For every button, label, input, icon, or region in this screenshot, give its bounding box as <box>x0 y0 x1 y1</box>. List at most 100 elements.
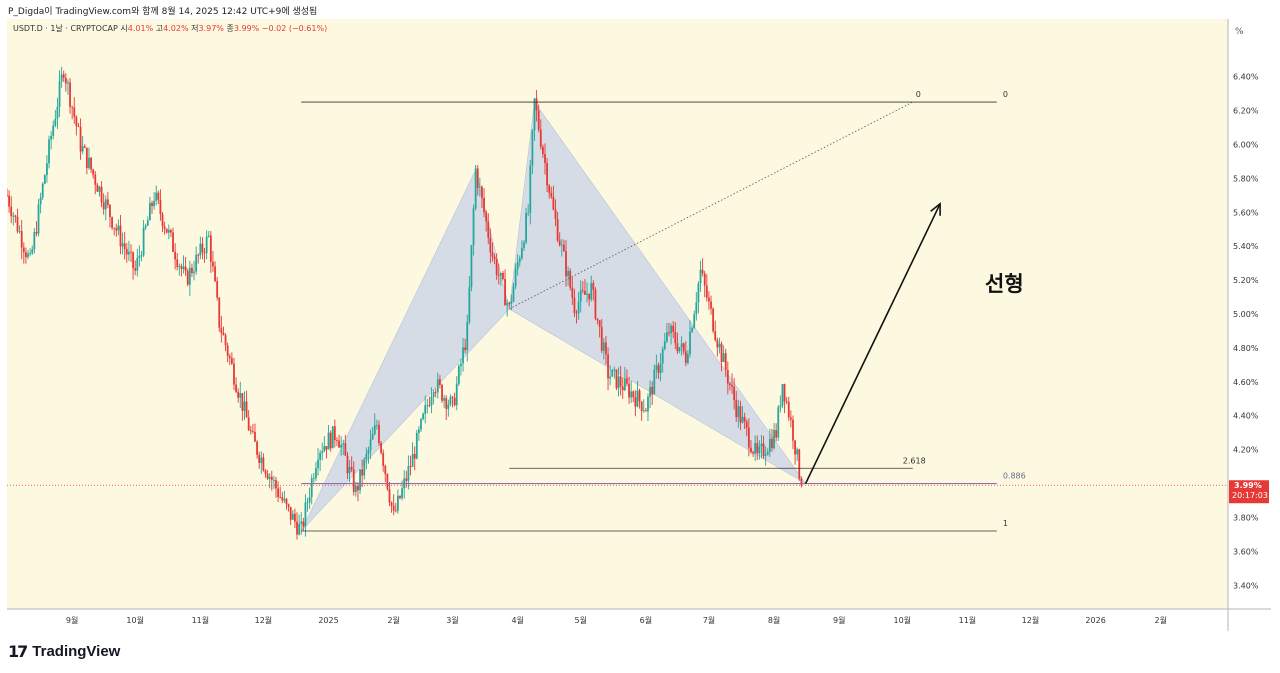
candle-body-104 <box>224 334 227 346</box>
x-tick-12: 9월 <box>833 615 845 625</box>
candle-body-343 <box>726 369 729 384</box>
candle-body-160 <box>342 443 345 445</box>
candle-body-193 <box>411 453 414 467</box>
fib-levels[interactable]: 0 0 0.886 1 2.618 <box>7 90 1228 532</box>
candle-body-124 <box>266 473 269 479</box>
candle-body-49 <box>109 204 111 218</box>
candle-body-172 <box>367 450 370 454</box>
candle-body-5 <box>16 216 19 232</box>
candle-body-370 <box>783 384 786 402</box>
candle-body-51 <box>113 227 116 229</box>
candle-body-22 <box>52 125 55 137</box>
candle-body-330 <box>699 269 702 284</box>
candle-body-291 <box>617 376 620 389</box>
candle-body-277 <box>588 293 591 300</box>
candle-body-249 <box>529 165 532 213</box>
candle-body-132 <box>283 499 286 501</box>
candle-body-256 <box>544 154 546 164</box>
candle-body-354 <box>750 447 752 453</box>
candle-body-284 <box>602 342 605 351</box>
candle-body-23 <box>54 118 57 126</box>
candle-body-60 <box>132 252 134 269</box>
candle-body-317 <box>672 325 675 332</box>
y-tick-2: 6.00% <box>1233 140 1259 149</box>
price-chart[interactable]: 0 0 0.886 1 2.618 9월 10월 11월 12월 2025 2월 3월 4월 5월 6월 7… <box>7 19 1271 631</box>
candle-body-300 <box>636 390 639 407</box>
candle-body-4 <box>14 215 17 217</box>
legend-symbol[interactable]: USDT.D · 1날 · CRYPTOCAP <box>13 24 118 33</box>
candle-body-214 <box>455 383 458 406</box>
candle-body-357 <box>756 443 759 454</box>
candle-body-180 <box>384 465 387 475</box>
candle-body-24 <box>56 106 59 119</box>
candle-body-67 <box>146 220 149 226</box>
candle-body-158 <box>338 440 340 448</box>
price-tag-box <box>1229 480 1269 504</box>
candle-body-100 <box>216 281 219 298</box>
chart-legend: USDT.D · 1날 · CRYPTOCAP 시4.01% 고4.02% 저3… <box>13 23 327 34</box>
candle-body-337 <box>714 331 717 341</box>
candle-body-177 <box>378 424 380 444</box>
legend-open-label: 시 <box>120 24 128 33</box>
candle-body-237 <box>504 278 506 306</box>
candle-body-339 <box>718 343 721 348</box>
candle-body-369 <box>781 384 784 406</box>
candle-body-362 <box>766 451 769 455</box>
candle-body-182 <box>388 489 391 503</box>
candle-body-33 <box>75 116 78 127</box>
candle-body-111 <box>239 393 242 398</box>
candle-body-167 <box>357 485 359 491</box>
candle-body-147 <box>315 468 317 479</box>
candle-body-208 <box>443 398 446 401</box>
candle-body-2 <box>10 206 13 217</box>
candle-body-150 <box>321 451 324 453</box>
candle-body-79 <box>172 232 174 252</box>
candle-body-361 <box>764 454 767 456</box>
candle-body-184 <box>392 505 395 511</box>
candle-body-260 <box>552 196 555 210</box>
x-tick-11: 8월 <box>768 615 780 625</box>
chart-area[interactable]: 0 0 0.886 1 2.618 9월 10월 11월 12월 2025 2월 3월 4월 5월 6월 7… <box>7 19 1271 631</box>
candle-body-218 <box>464 347 467 351</box>
candle-body-201 <box>428 405 431 407</box>
candle-body-335 <box>710 301 712 309</box>
candle-body-181 <box>386 474 389 490</box>
candle-body-378 <box>800 478 803 486</box>
candle-body-109 <box>235 384 237 392</box>
candle-body-268 <box>569 270 572 288</box>
candle-body-344 <box>729 383 731 385</box>
tradingview-logo[interactable]: 17 TradingView <box>8 642 120 661</box>
annotation-label[interactable]: 선형 <box>985 272 1024 296</box>
candle-body-254 <box>539 129 542 147</box>
x-tick-14: 11월 <box>959 615 977 625</box>
candle-body-115 <box>247 417 250 431</box>
y-tick-8: 4.80% <box>1233 344 1259 353</box>
legend-high-label: 고 <box>155 24 164 33</box>
candle-body-163 <box>348 466 351 474</box>
candle-body-358 <box>758 446 761 454</box>
candle-body-142 <box>304 502 307 527</box>
candle-body-316 <box>670 325 672 334</box>
x-tick-15: 12월 <box>1022 615 1040 625</box>
candle-body-321 <box>680 343 683 348</box>
candle-body-176 <box>375 424 378 426</box>
candle-body-340 <box>720 343 723 362</box>
candle-body-140 <box>300 521 303 524</box>
candle-body-213 <box>453 397 456 406</box>
candle-body-75 <box>163 226 166 229</box>
candle-body-248 <box>527 212 530 214</box>
harmonic-pattern[interactable] <box>300 101 806 532</box>
candle-body-267 <box>567 270 570 277</box>
price-tag: 3.99% 20:17:03 <box>1229 480 1269 504</box>
candle-body-94 <box>203 252 206 254</box>
scale-label[interactable]: % <box>1235 27 1244 37</box>
y-tick-7: 5.00% <box>1233 310 1259 319</box>
x-tick-6: 3월 <box>446 615 458 625</box>
projection-arrow[interactable] <box>804 203 941 484</box>
candle-body-162 <box>346 455 349 474</box>
candle-body-285 <box>605 342 607 355</box>
candle-body-246 <box>523 242 525 248</box>
candle-body-20 <box>48 139 50 164</box>
candle-body-107 <box>230 358 233 364</box>
candle-body-226 <box>481 186 483 198</box>
